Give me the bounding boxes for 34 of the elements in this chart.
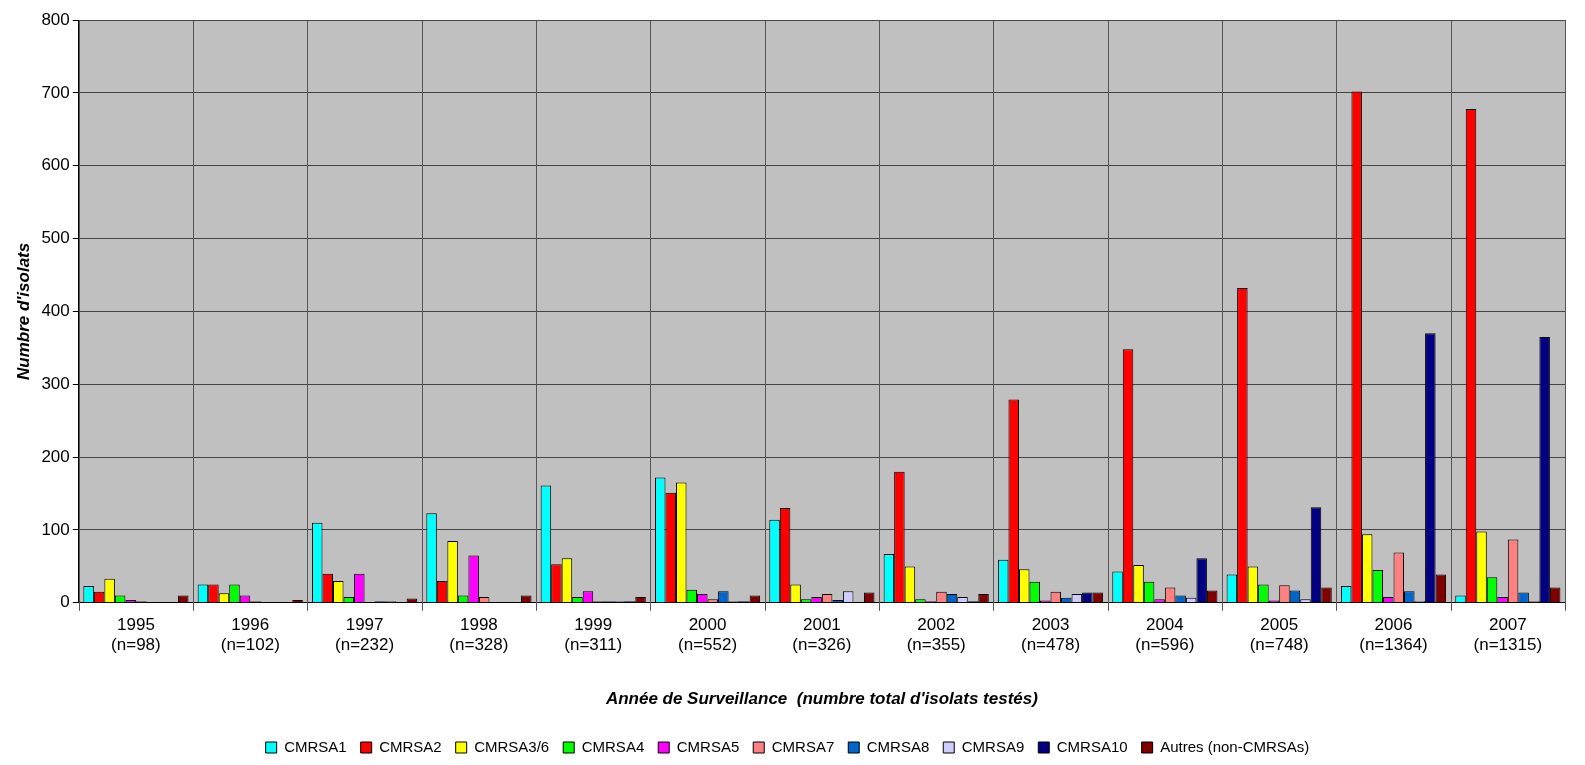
y-tick-label: 800 xyxy=(41,9,70,29)
legend-label: CMRSA4 xyxy=(581,737,645,755)
x-tick-label: 2006 (n=1364) xyxy=(1359,614,1428,655)
legend-label: CMRSA5 xyxy=(676,737,740,755)
y-tick-label: 400 xyxy=(41,301,70,321)
legend-label: CMRSA1 xyxy=(284,737,347,755)
x-tick-label: 1997 (n=232) xyxy=(335,614,395,655)
y-tick-label: 100 xyxy=(41,519,70,539)
y-tick-label: 500 xyxy=(41,228,70,248)
legend-label: CMRSA2 xyxy=(379,737,442,755)
x-axis-title: Année de Surveillance (numbre total d'isolats testés) xyxy=(604,689,1039,709)
legend-label: CMRSA10 xyxy=(1056,737,1128,755)
x-tick-label: 2003 (n=478) xyxy=(1020,614,1081,655)
x-tick-label: 2005 (n=748) xyxy=(1249,614,1309,655)
x-tick-label: 2007 (n=1315) xyxy=(1473,614,1543,655)
y-tick-label: 200 xyxy=(41,446,70,466)
x-tick-label: 2004 (n=596) xyxy=(1135,614,1195,655)
x-tick-label: 2000 (n=552) xyxy=(678,614,738,655)
x-tick-label: 2001 (n=326) xyxy=(792,614,852,655)
x-tick-label: 1999 (n=311) xyxy=(564,614,623,655)
y-axis-title: Numbre d'isolats xyxy=(13,242,33,381)
legend-label: CMRSA7 xyxy=(771,737,835,755)
x-tick-label: 1995 (n=98) xyxy=(111,614,161,655)
legend-label: Autres (non-CMRSAs) xyxy=(1160,737,1310,755)
y-tick-label: 700 xyxy=(41,82,70,102)
y-tick-label: 600 xyxy=(41,155,70,175)
legend-label: CMRSA8 xyxy=(866,737,930,755)
x-tick-label: 1998 (n=328) xyxy=(449,614,509,655)
x-tick-label: 1996 (n=102) xyxy=(220,614,280,655)
y-tick-label: 0 xyxy=(60,592,70,612)
y-tick-label: 300 xyxy=(41,373,70,393)
legend-label: CMRSA9 xyxy=(961,737,1025,755)
legend-label: CMRSA3/6 xyxy=(474,737,550,755)
x-tick-label: 2002 (n=355) xyxy=(906,614,966,655)
